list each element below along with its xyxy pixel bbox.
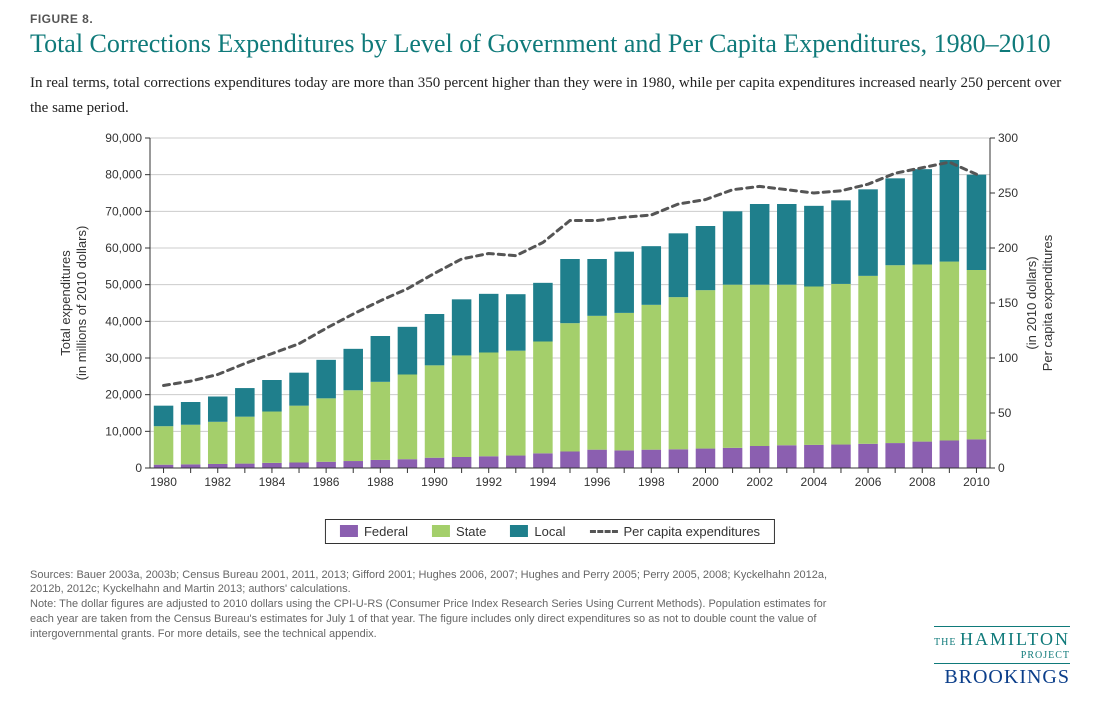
svg-text:150: 150 xyxy=(998,296,1018,310)
svg-text:50,000: 50,000 xyxy=(105,277,142,291)
svg-text:2000: 2000 xyxy=(692,475,719,489)
chart-container: 0 10,000 20,000 30,000 40,000 50,000 60,000 70,… xyxy=(30,128,1070,548)
chart-legend: Federal State Local Per capita expenditu… xyxy=(325,519,775,544)
svg-text:Total expenditures: Total expenditures xyxy=(58,249,73,355)
logo-hp-sub: PROJECT xyxy=(1021,650,1070,661)
svg-text:30,000: 30,000 xyxy=(105,351,142,365)
svg-text:80,000: 80,000 xyxy=(105,167,142,181)
svg-text:2010: 2010 xyxy=(963,475,990,489)
svg-text:(in 2010 dollars): (in 2010 dollars) xyxy=(1024,256,1039,349)
svg-text:1990: 1990 xyxy=(421,475,448,489)
svg-text:100: 100 xyxy=(998,351,1018,365)
svg-text:1998: 1998 xyxy=(638,475,665,489)
svg-text:1994: 1994 xyxy=(530,475,557,489)
legend-label-local: Local xyxy=(534,524,565,539)
svg-text:1986: 1986 xyxy=(313,475,340,489)
brookings-logo: BROOKINGS xyxy=(934,666,1070,689)
legend-label-federal: Federal xyxy=(364,524,408,539)
chart-title: Total Corrections Expenditures by Level … xyxy=(30,28,1070,61)
svg-text:60,000: 60,000 xyxy=(105,241,142,255)
svg-text:300: 300 xyxy=(998,131,1018,145)
svg-text:0: 0 xyxy=(135,461,142,475)
legend-item-percap: Per capita expenditures xyxy=(589,524,760,539)
footnotes: Sources: Bauer 2003a, 2003b; Census Bure… xyxy=(30,568,850,642)
svg-text:2002: 2002 xyxy=(746,475,773,489)
logo-hp-small: THE xyxy=(934,637,956,648)
logo-block: THE HAMILTON PROJECT BROOKINGS xyxy=(934,626,1070,689)
swatch-percap xyxy=(589,530,617,533)
svg-text:200: 200 xyxy=(998,241,1018,255)
svg-text:70,000: 70,000 xyxy=(105,204,142,218)
svg-text:(in millions of 2010 dollars): (in millions of 2010 dollars) xyxy=(74,225,89,380)
chart-subtitle: In real terms, total corrections expendi… xyxy=(30,71,1070,122)
svg-text:0: 0 xyxy=(998,461,1005,475)
svg-text:40,000: 40,000 xyxy=(105,314,142,328)
figure-label: FIGURE 8. xyxy=(30,12,1070,26)
svg-text:2004: 2004 xyxy=(801,475,828,489)
svg-text:1984: 1984 xyxy=(259,475,286,489)
svg-text:20,000: 20,000 xyxy=(105,387,142,401)
legend-item-local: Local xyxy=(510,524,565,539)
svg-text:50: 50 xyxy=(998,406,1012,420)
logo-hp-big: HAMILTON xyxy=(960,629,1070,649)
svg-text:1992: 1992 xyxy=(475,475,502,489)
legend-label-percap: Per capita expenditures xyxy=(623,524,760,539)
legend-item-state: State xyxy=(432,524,486,539)
hamilton-project-logo: THE HAMILTON PROJECT xyxy=(934,626,1070,664)
svg-text:1980: 1980 xyxy=(150,475,177,489)
svg-text:90,000: 90,000 xyxy=(105,131,142,145)
svg-text:1988: 1988 xyxy=(367,475,394,489)
swatch-local xyxy=(510,525,528,537)
swatch-state xyxy=(432,525,450,537)
legend-label-state: State xyxy=(456,524,486,539)
svg-text:Per capita expenditures: Per capita expenditures xyxy=(1040,234,1055,371)
svg-text:250: 250 xyxy=(998,186,1018,200)
svg-text:2006: 2006 xyxy=(855,475,882,489)
sources-text: Sources: Bauer 2003a, 2003b; Census Bure… xyxy=(30,568,850,598)
chart-svg: 0 10,000 20,000 30,000 40,000 50,000 60,000 70,… xyxy=(30,128,1070,548)
svg-text:1996: 1996 xyxy=(584,475,611,489)
legend-item-federal: Federal xyxy=(340,524,408,539)
svg-text:10,000: 10,000 xyxy=(105,424,142,438)
swatch-federal xyxy=(340,525,358,537)
svg-text:1982: 1982 xyxy=(204,475,231,489)
note-text: Note: The dollar figures are adjusted to… xyxy=(30,597,850,642)
svg-text:2008: 2008 xyxy=(909,475,936,489)
